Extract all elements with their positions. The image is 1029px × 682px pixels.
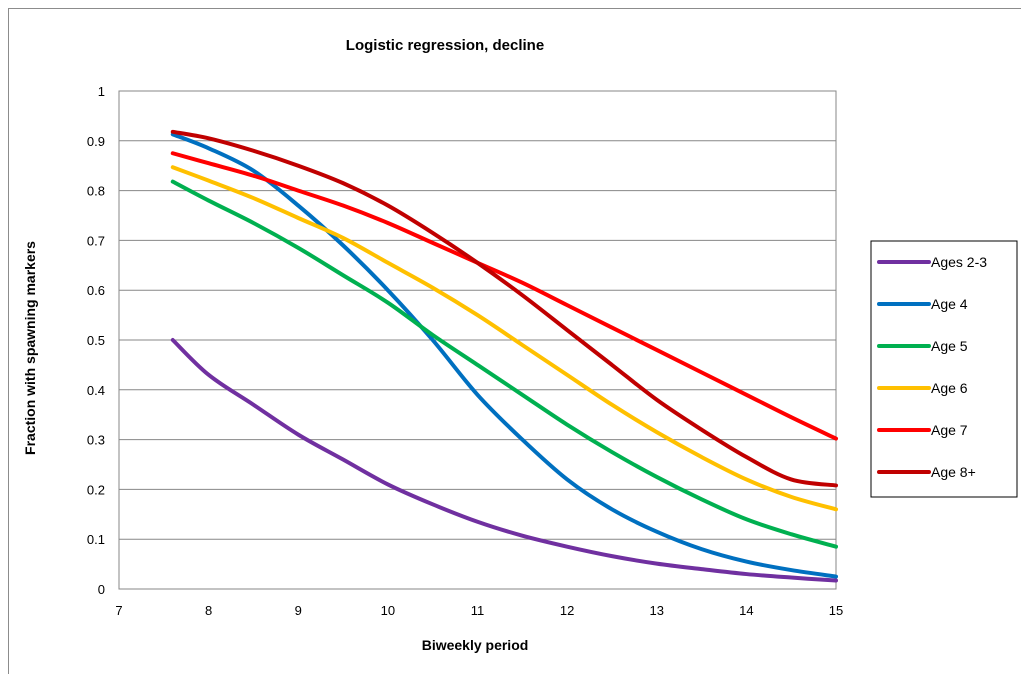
series-line-age-4 <box>170 132 838 579</box>
chart-area: Logistic regression, decline 7 8 9 10 11 12 13… <box>8 8 1021 674</box>
legend-label: Ages 2-3 <box>931 254 987 270</box>
y-tick-label: 0.2 <box>87 482 105 497</box>
series-line-age-6 <box>170 165 838 512</box>
legend-label: Age 8+ <box>931 464 976 480</box>
x-tick-label: 9 <box>295 603 302 618</box>
series-lines <box>170 129 838 583</box>
y-tick-label: 0.7 <box>87 233 105 248</box>
plot-area-frame <box>118 90 837 590</box>
y-tick-label: 1 <box>98 84 105 99</box>
x-tick-label: 7 <box>115 603 122 618</box>
y-tick-label: 0 <box>98 582 105 597</box>
x-tick-label: 8 <box>205 603 212 618</box>
series-line-age-7 <box>170 151 838 441</box>
y-tick-label: 0.9 <box>87 134 105 149</box>
legend-item: Age 7 <box>877 422 968 438</box>
series-line-age-8 <box>170 129 838 488</box>
legend-item: Age 6 <box>877 380 968 396</box>
legend-box <box>870 240 1018 498</box>
legend-label: Age 5 <box>931 338 968 354</box>
x-tick-label: 10 <box>381 603 395 618</box>
y-tick-label: 0.6 <box>87 283 105 298</box>
x-tick-label: 12 <box>560 603 574 618</box>
x-tick-label: 13 <box>650 603 664 618</box>
y-tick-label: 0.5 <box>87 333 105 348</box>
legend-item: Ages 2-3 <box>877 254 987 270</box>
legend-label: Age 4 <box>931 296 968 312</box>
x-axis-title: Biweekly period <box>422 637 529 653</box>
y-axis-tick-labels: 0 0.1 0.2 0.3 0.4 0.5 0.6 0.7 0.8 0.9 1 <box>87 84 105 597</box>
line-chart: Logistic regression, decline 7 8 9 10 11 12 13… <box>22 37 1018 653</box>
chart-title: Logistic regression, decline <box>346 37 544 54</box>
legend: Ages 2-3 Age 4 Age 5 Age 6 Age 7 Age 8+ <box>870 240 1018 498</box>
legend-item: Age 8+ <box>877 464 976 480</box>
x-tick-label: 15 <box>829 603 843 618</box>
y-tick-label: 0.1 <box>87 532 105 547</box>
legend-item: Age 4 <box>877 296 968 312</box>
legend-label: Age 6 <box>931 380 968 396</box>
y-tick-label: 0.4 <box>87 383 105 398</box>
x-tick-label: 14 <box>739 603 753 618</box>
series-line-ages-2-3 <box>170 338 838 583</box>
y-tick-label: 0.3 <box>87 433 105 448</box>
legend-label: Age 7 <box>931 422 968 438</box>
gridlines <box>119 90 836 590</box>
y-tick-label: 0.8 <box>87 184 105 199</box>
legend-item: Age 5 <box>877 338 968 354</box>
plot-border <box>118 90 837 590</box>
x-axis-tick-labels: 7 8 9 10 11 12 13 14 15 <box>115 603 843 618</box>
y-axis-title: Fraction with spawning markers <box>22 241 38 455</box>
x-tick-label: 11 <box>471 603 485 618</box>
series-line-age-5 <box>170 179 838 549</box>
